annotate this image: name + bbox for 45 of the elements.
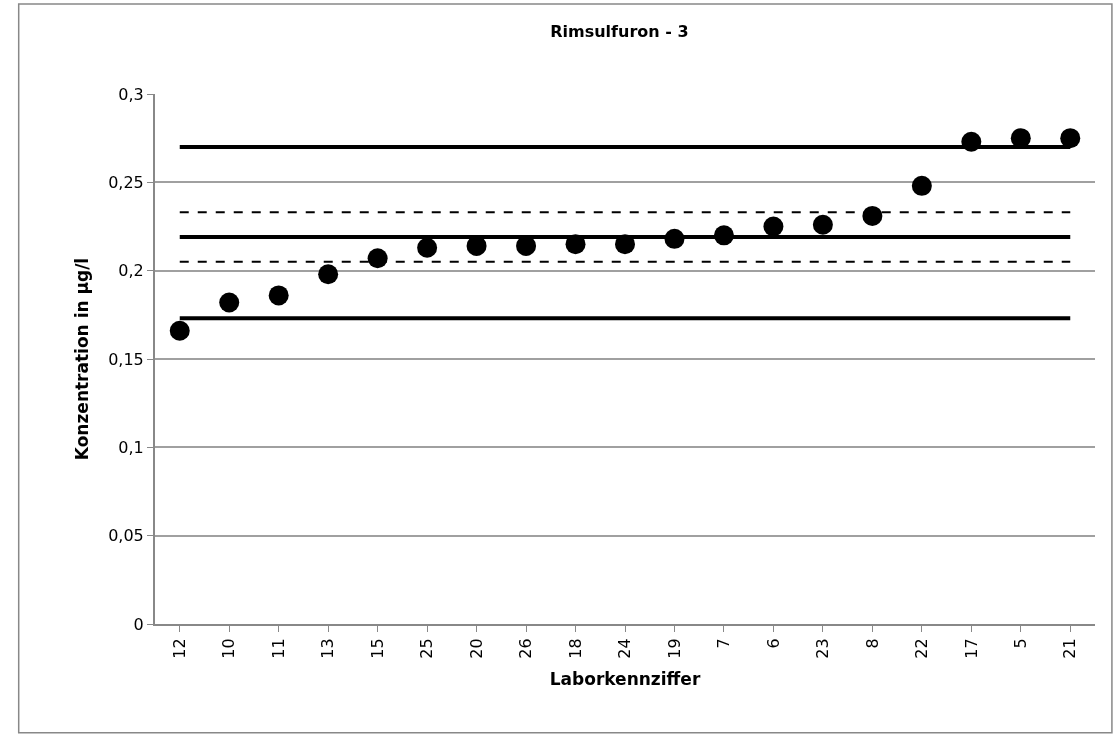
x-tick-label: 12 [169, 638, 189, 659]
x-tick-label: 10 [219, 638, 239, 659]
point [565, 234, 586, 255]
x-axis-title: Laborkennziffer [549, 668, 701, 689]
y-tick-label: 0,2 [118, 261, 144, 281]
point [812, 214, 833, 235]
y-tick-label: 0,1 [118, 437, 144, 457]
x-tick-label: 21 [1060, 638, 1080, 659]
point [268, 285, 289, 306]
x-tick-label: 22 [912, 638, 932, 659]
y-axis-title: Konzentration in µg/l [72, 257, 93, 461]
x-tick-label: 8 [862, 638, 882, 649]
x-tick-label: 18 [565, 638, 585, 659]
x-tick-label: 19 [664, 638, 684, 659]
x-tick-label: 7 [714, 638, 734, 649]
x-tick-label: 17 [961, 638, 981, 659]
point [911, 175, 932, 196]
point [318, 264, 339, 285]
x-tick-label: 6 [763, 638, 783, 649]
x-tick-label: 11 [268, 638, 288, 659]
x-tick-label: 15 [367, 638, 387, 659]
point [763, 216, 784, 237]
y-tick-label: 0 [133, 614, 144, 634]
x-tick-label: 24 [615, 638, 635, 659]
point [713, 225, 734, 246]
y-tick-label: 0,15 [108, 349, 144, 369]
point [664, 228, 685, 249]
point [417, 237, 438, 258]
point [862, 205, 883, 226]
x-tick-label: 23 [813, 638, 833, 659]
x-tick-label: 20 [466, 638, 486, 659]
x-tick-label: 13 [318, 638, 338, 659]
x-tick-label: 26 [516, 638, 536, 659]
y-tick-label: 0,05 [108, 526, 144, 546]
chart-title: Rimsulfuron - 3 [550, 21, 689, 41]
point [1060, 128, 1081, 149]
point [367, 248, 388, 269]
x-tick-label: 5 [1010, 638, 1030, 649]
point [615, 234, 635, 255]
y-tick-label: 0,3 [118, 84, 144, 104]
point [219, 292, 240, 313]
x-tick-label: 25 [417, 638, 437, 659]
point [169, 320, 190, 341]
y-tick-label: 0,25 [108, 172, 144, 192]
point [961, 131, 982, 152]
